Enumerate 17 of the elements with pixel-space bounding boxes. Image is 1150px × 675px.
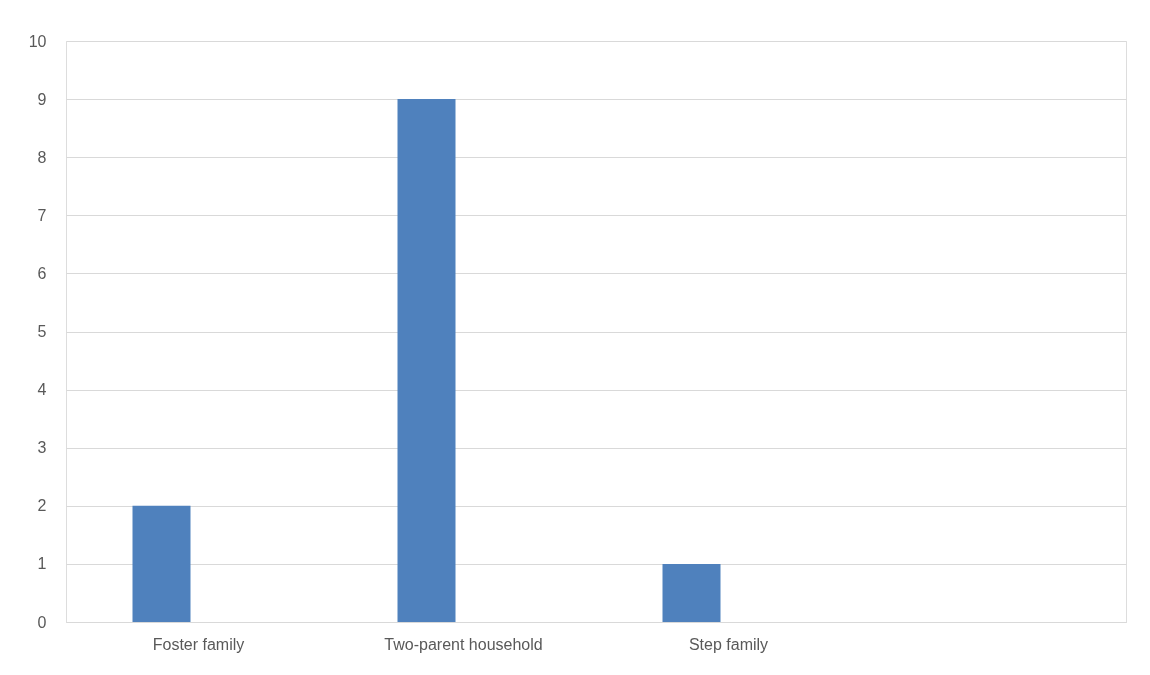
y-tick-label: 7 [37,206,47,224]
y-tick-label: 4 [37,381,47,399]
y-tick-label: 1 [37,555,47,573]
y-tick-label: 0 [37,613,47,631]
bar [662,563,721,622]
x-tick-label: Two-parent household [384,635,543,653]
bar [397,99,456,622]
y-tick-label: 3 [37,439,47,457]
y-tick-label: 5 [37,323,47,340]
y-tick-label: 6 [37,264,47,282]
bar [132,505,191,622]
y-tick-label: 8 [37,148,47,166]
y-tick-label: 2 [37,497,47,515]
y-tick-label: 10 [28,32,47,50]
y-tick-label: 9 [37,90,47,108]
x-tick-label: Foster family [152,635,245,653]
x-tick-label: Step family [688,635,769,653]
